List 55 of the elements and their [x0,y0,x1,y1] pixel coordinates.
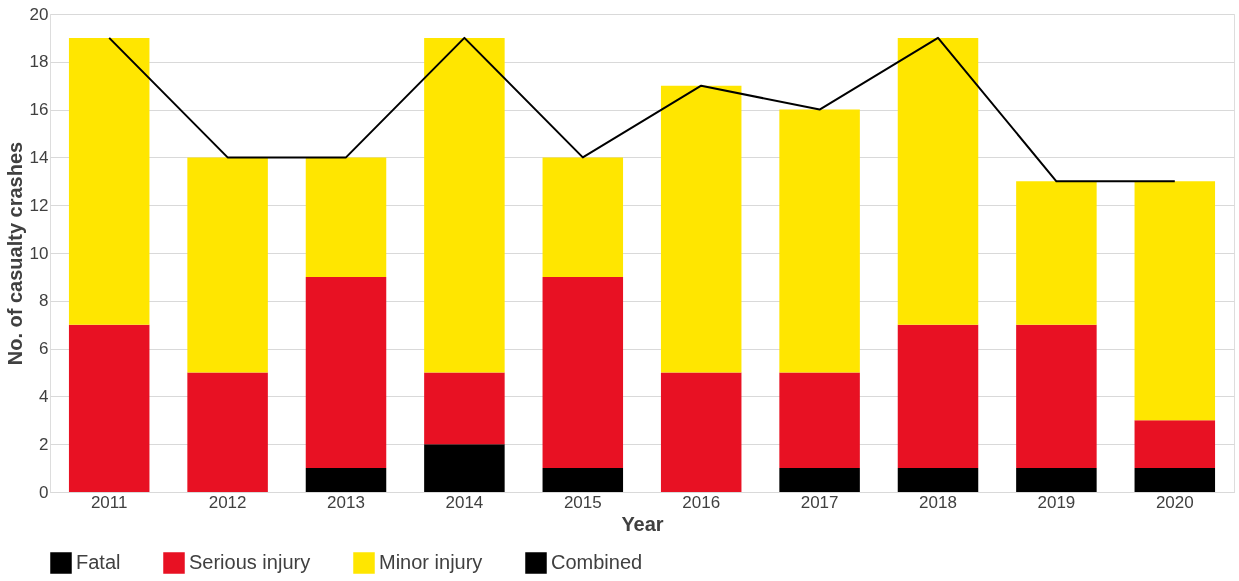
line-series [108,36,1176,183]
y-tick-label: 16 [29,100,49,120]
bar [897,468,979,492]
x-tick-label: 2017 [800,492,839,512]
x-tick-label: 2016 [682,492,721,512]
bar [305,276,387,469]
x-tick-label: 2019 [1037,492,1076,512]
bar [897,37,979,325]
bar [305,157,387,277]
bar [542,157,624,277]
x-tick-label: 2014 [445,492,484,512]
bar [68,37,150,325]
bar [779,109,860,373]
bar [1016,181,1097,325]
bar [424,444,505,492]
bar [187,157,268,373]
y-tick-label: 0 [39,482,49,502]
y-tick-label: 20 [29,4,49,24]
bar [897,324,979,469]
bar [68,324,150,492]
y-axis-title: No. of casualty crashes [3,141,26,366]
y-tick-label: 10 [29,243,49,263]
bar [779,468,860,492]
legend-label: Combined [551,551,643,573]
bar [1016,468,1097,492]
bar [1134,181,1216,421]
bar [542,276,624,469]
bar [187,372,268,492]
y-tick-label: 8 [39,291,49,311]
x-tick-label: 2020 [1155,492,1194,512]
bar [1134,420,1216,469]
legend-label: Fatal [76,551,121,573]
x-tick-label: 2011 [90,492,128,512]
bar [660,85,742,373]
y-tick-label: 2 [39,434,49,454]
bar [1134,468,1216,492]
bar [542,468,624,492]
y-tick-label: 4 [39,386,49,406]
bar [1016,324,1097,469]
x-axis-title: Year [621,512,664,535]
bar [305,468,387,492]
x-tick-label: 2012 [208,492,247,512]
bar [424,372,505,445]
bar [424,37,505,373]
x-tick-label: 2015 [563,492,602,512]
y-tick-label: 18 [29,52,49,72]
y-tick-label: 6 [39,339,49,359]
x-tick-label: 2018 [919,492,957,512]
bar [660,372,742,492]
y-tick-label: 14 [29,147,49,167]
y-tick-label: 12 [29,195,49,215]
legend-label: Minor injury [379,551,483,573]
x-tick-label: 2013 [327,492,365,512]
legend-label: Serious injury [189,551,311,573]
bar [779,372,860,469]
